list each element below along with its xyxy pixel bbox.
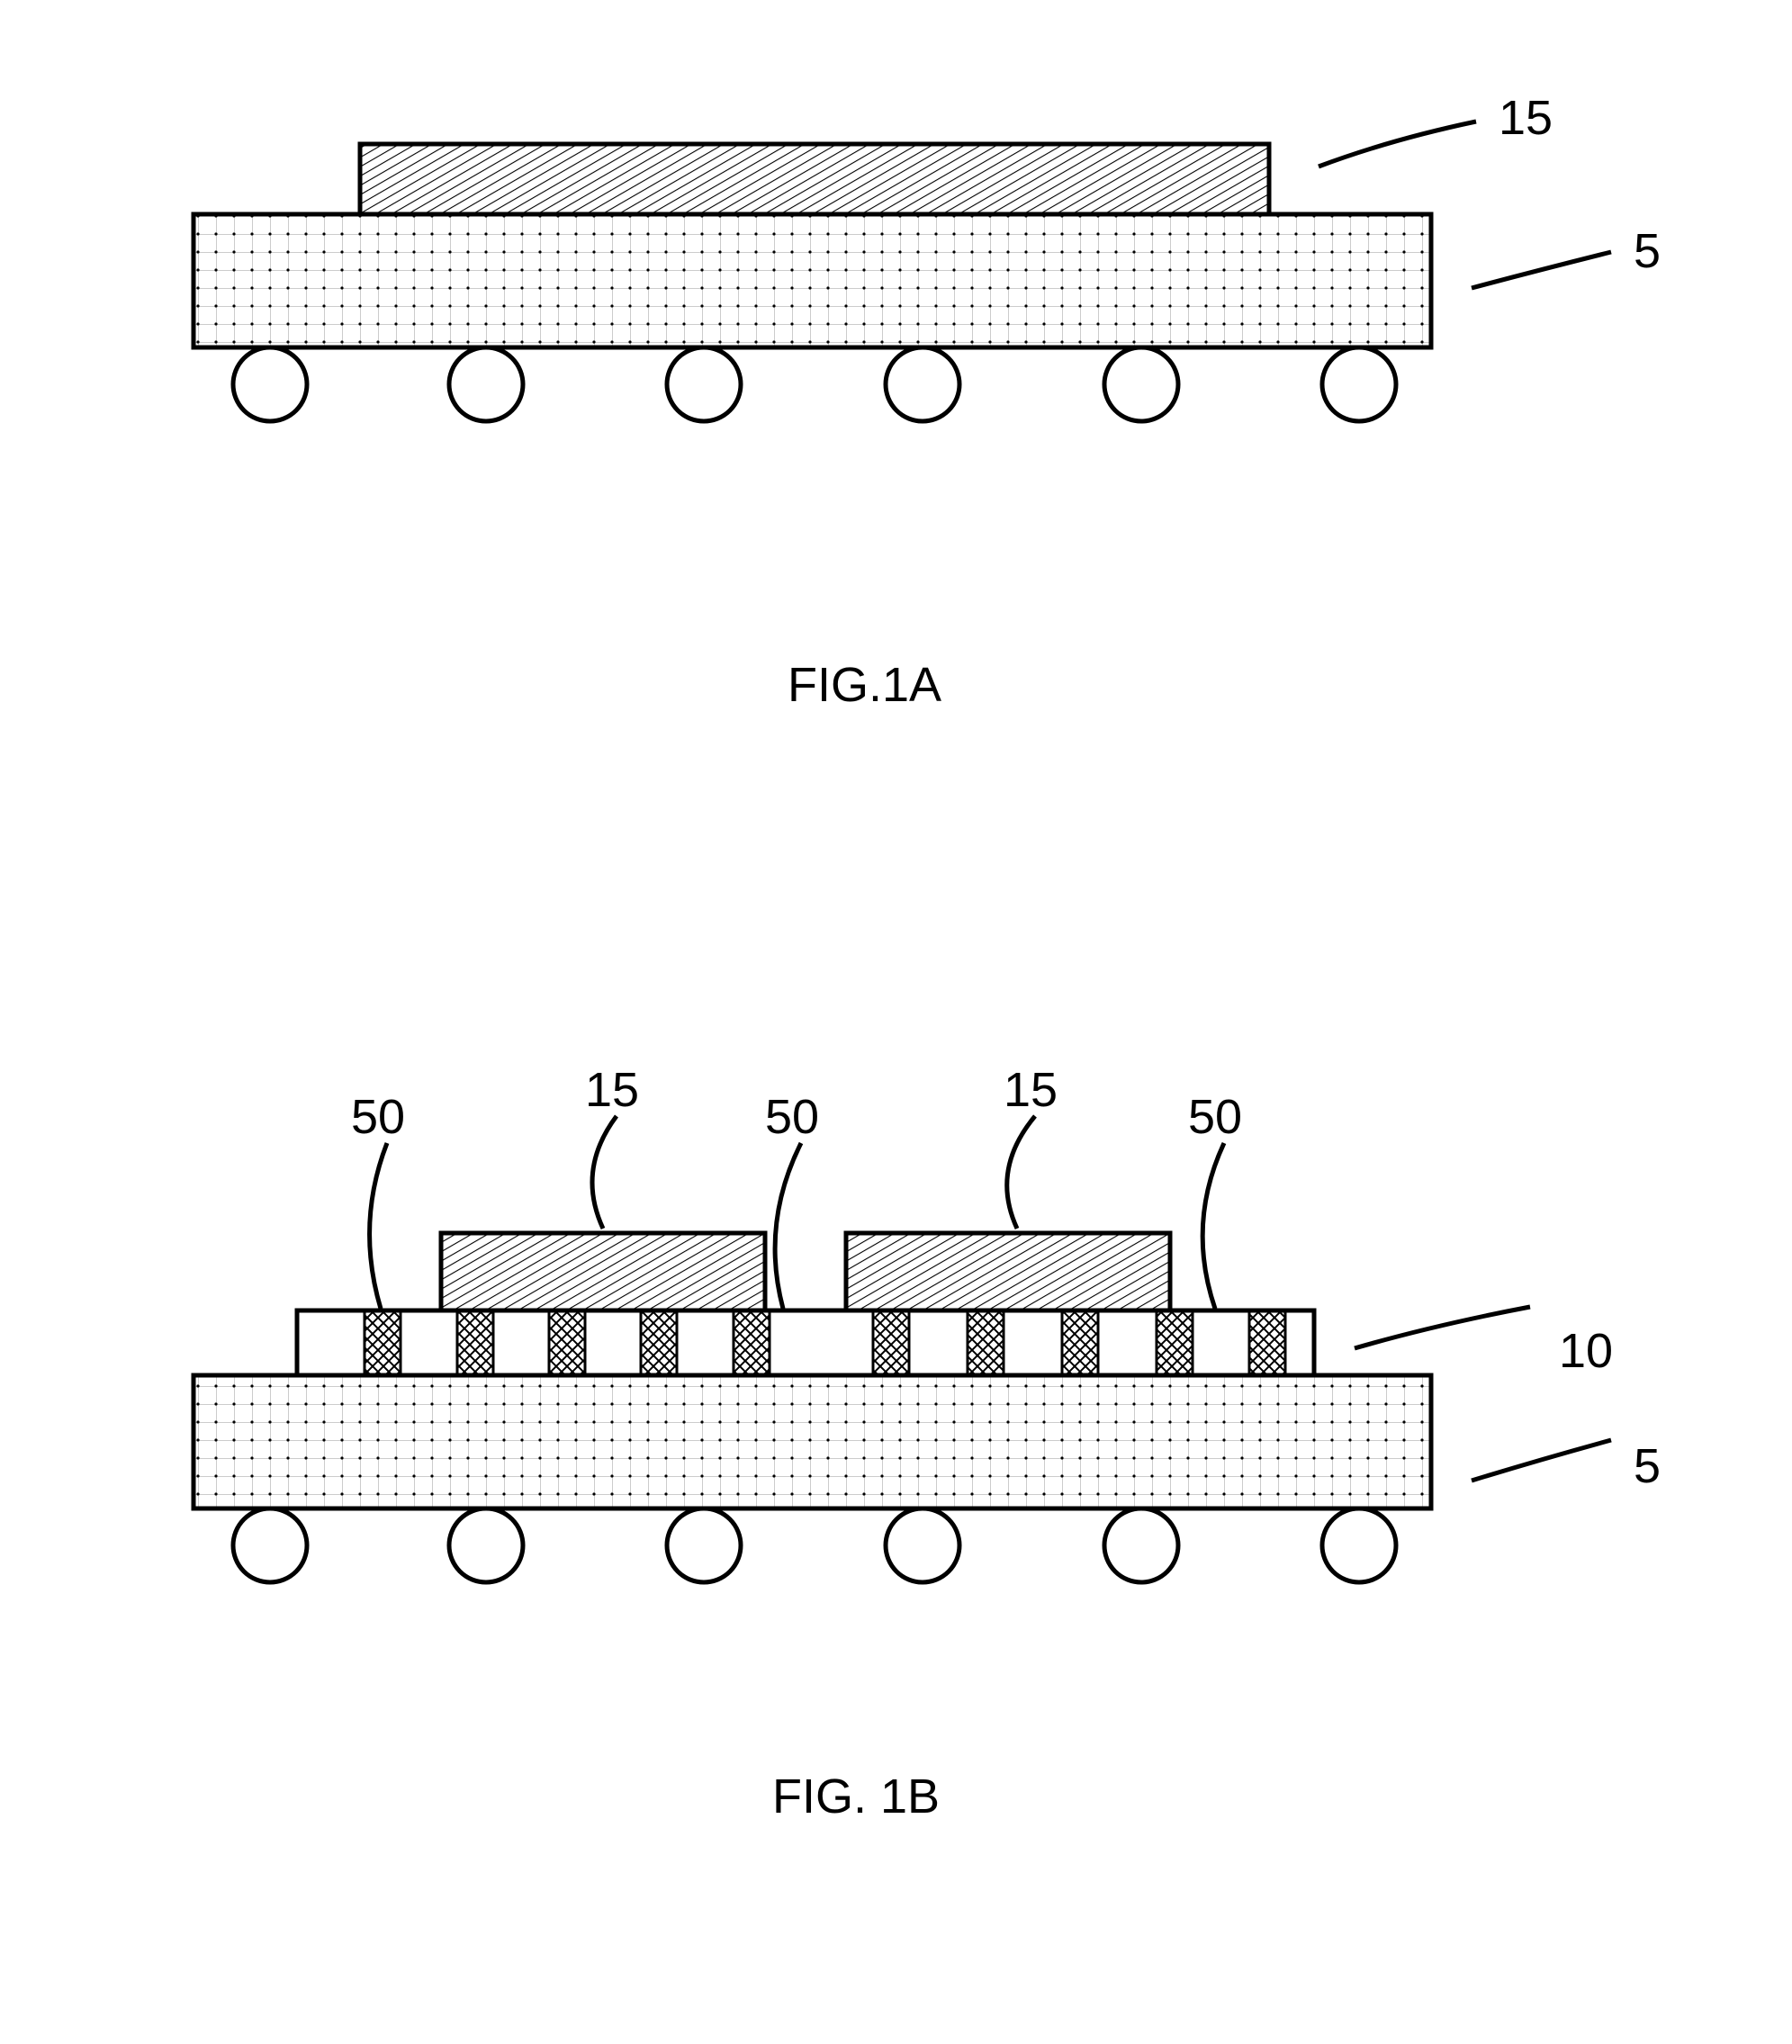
ref-50-b-2: 50: [765, 1089, 819, 1145]
ref-50-b-3: 50: [1188, 1089, 1242, 1145]
caption-a: FIG.1A: [788, 657, 941, 713]
caption-b: FIG. 1B: [772, 1769, 940, 1824]
ref-50-b-1: 50: [351, 1089, 405, 1145]
ref-5-b: 5: [1634, 1438, 1661, 1494]
ref-15-b-1: 15: [585, 1062, 639, 1118]
ref-10-b: 10: [1559, 1323, 1613, 1379]
ref-5-a: 5: [1634, 223, 1661, 279]
ref-15-b-2: 15: [1004, 1062, 1058, 1118]
diagram-page: 15 5 FIG.1A 50 15 50 15 50 10 5 FIG. 1B: [0, 0, 1792, 2044]
ref-15-a: 15: [1499, 90, 1553, 146]
diagram-svg: [0, 0, 1792, 2044]
